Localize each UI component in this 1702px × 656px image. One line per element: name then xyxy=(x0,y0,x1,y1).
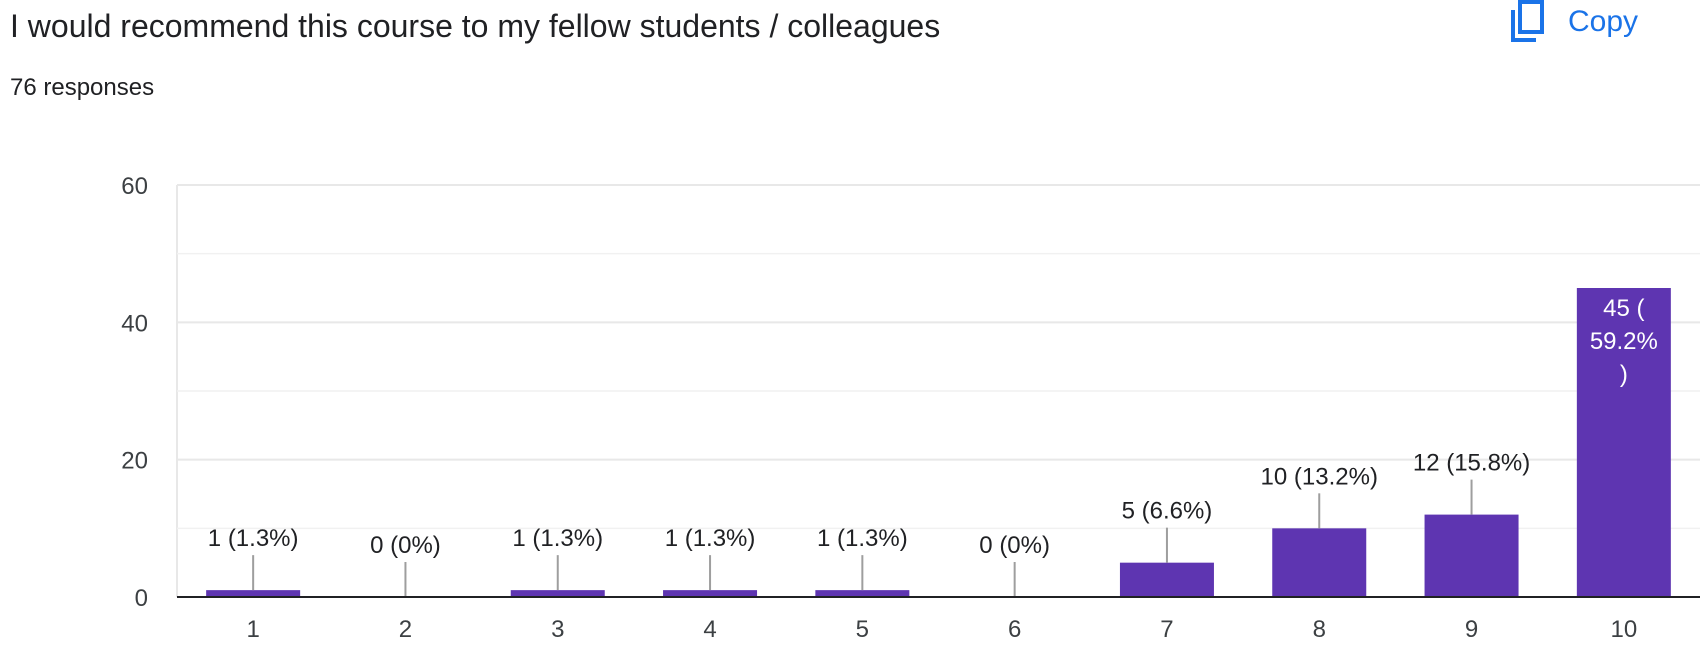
chart-title: I would recommend this course to my fell… xyxy=(10,8,941,44)
x-tick-label: 9 xyxy=(1465,616,1478,643)
y-tick-label: 60 xyxy=(121,173,148,200)
bar xyxy=(1424,514,1519,597)
data-label: 1 (1.3%) xyxy=(665,525,756,552)
data-label: 12 (15.8%) xyxy=(1413,450,1530,477)
x-tick-label: 5 xyxy=(856,616,869,643)
data-label-line: ) xyxy=(1620,361,1628,388)
data-label: 10 (13.2%) xyxy=(1261,463,1378,490)
data-label: 5 (6.6%) xyxy=(1122,498,1213,525)
data-label: 0 (0%) xyxy=(370,532,441,559)
y-tick-label: 40 xyxy=(121,310,148,337)
data-label-line: 59.2% xyxy=(1590,328,1658,355)
copy-button[interactable]: Copy xyxy=(1510,0,1638,44)
response-count: 76 responses xyxy=(10,74,155,101)
x-tick-label: 1 xyxy=(246,616,259,643)
x-tick-label: 6 xyxy=(1008,616,1021,643)
bar xyxy=(663,590,758,597)
data-label: 0 (0%) xyxy=(979,532,1050,559)
x-tick-label: 2 xyxy=(399,616,412,643)
bar xyxy=(206,590,301,597)
x-tick-label: 4 xyxy=(703,616,716,643)
y-tick-label: 20 xyxy=(121,448,148,475)
data-label: 1 (1.3%) xyxy=(208,525,299,552)
x-tick-label: 8 xyxy=(1313,616,1326,643)
x-tick-label: 7 xyxy=(1160,616,1173,643)
bar xyxy=(1576,288,1671,597)
data-label-line: 45 ( xyxy=(1603,295,1644,322)
bar xyxy=(510,590,605,597)
x-tick-label: 10 xyxy=(1610,616,1637,643)
bar xyxy=(815,590,910,597)
data-label: 1 (1.3%) xyxy=(512,525,603,552)
copy-icon xyxy=(1511,0,1544,42)
bar xyxy=(1272,528,1367,597)
bar xyxy=(1119,562,1214,597)
x-tick-label: 3 xyxy=(551,616,564,643)
data-label: 1 (1.3%) xyxy=(817,525,908,552)
data-label-inside: 45 ( 59.2%) xyxy=(1590,295,1658,388)
copy-label: Copy xyxy=(1568,5,1639,38)
y-tick-label: 0 xyxy=(135,585,148,612)
